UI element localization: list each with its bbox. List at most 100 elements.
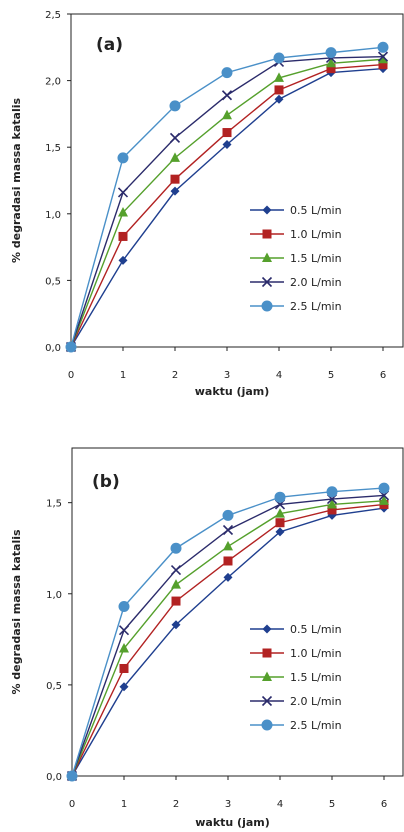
legend-entry: 1.0 L/min bbox=[250, 647, 342, 660]
plot-frame bbox=[71, 447, 404, 777]
series-2-5-l-min bbox=[66, 482, 390, 782]
panel-label: (b) bbox=[92, 472, 120, 492]
x-tick-label: 2 bbox=[173, 799, 179, 810]
legend-label: 1.5 L/min bbox=[290, 671, 342, 684]
data-point bbox=[169, 132, 181, 143]
y-tick-label: 0,5 bbox=[46, 681, 62, 692]
legend-marker bbox=[262, 648, 272, 658]
y-axis-label: % degradasi massa katalis bbox=[10, 98, 23, 264]
panel-label: (a) bbox=[96, 35, 123, 55]
legend-marker bbox=[262, 205, 272, 215]
data-point bbox=[170, 174, 180, 184]
legend-marker bbox=[261, 695, 273, 707]
data-point bbox=[275, 527, 285, 537]
data-point bbox=[221, 90, 233, 101]
legend-entry: 1.5 L/min bbox=[250, 671, 342, 684]
data-point bbox=[327, 505, 337, 515]
legend-entry: 2.5 L/min bbox=[250, 719, 342, 732]
data-point bbox=[378, 53, 388, 64]
x-axis-label: waktu (jam) bbox=[195, 385, 270, 398]
series-2-0-l-min bbox=[66, 490, 390, 782]
data-point bbox=[170, 152, 180, 162]
data-point bbox=[379, 495, 389, 505]
data-point bbox=[325, 47, 337, 59]
data-point bbox=[378, 60, 388, 70]
data-point bbox=[326, 57, 336, 68]
data-point bbox=[118, 255, 128, 265]
y-tick-label: 2,0 bbox=[45, 77, 61, 88]
data-point bbox=[118, 601, 130, 613]
data-point bbox=[273, 52, 285, 64]
legend-marker bbox=[261, 276, 273, 288]
x-tick-label: 2 bbox=[172, 370, 178, 381]
legend-label: 2.5 L/min bbox=[290, 719, 342, 732]
x-tick-label: 0 bbox=[68, 370, 74, 381]
data-point bbox=[170, 186, 180, 196]
legend-marker bbox=[262, 671, 272, 681]
data-point bbox=[223, 540, 233, 551]
data-point bbox=[327, 498, 337, 509]
data-point bbox=[65, 341, 77, 353]
data-point bbox=[221, 67, 233, 79]
data-point bbox=[171, 579, 181, 589]
data-point bbox=[275, 518, 285, 528]
data-point bbox=[274, 491, 286, 503]
legend-marker-stroke-b bbox=[261, 276, 273, 288]
plot-frame bbox=[70, 13, 404, 348]
data-point bbox=[118, 206, 128, 217]
data-point bbox=[119, 642, 129, 653]
data-point bbox=[223, 556, 233, 566]
y-tick-label: 0,5 bbox=[45, 276, 61, 287]
legend-marker bbox=[262, 229, 272, 239]
legend-entry: 1.0 L/min bbox=[250, 228, 342, 241]
data-point bbox=[117, 187, 129, 198]
y-axis-label: % degradasi massa katalis bbox=[10, 529, 23, 695]
data-point bbox=[222, 524, 234, 536]
data-point bbox=[171, 620, 181, 630]
chart-panel-a: 0 1 2 3 4 5 6 0,0 0,5 1,0 1,5 2,0 2,5 waktu (jam) % de… bbox=[10, 10, 404, 398]
legend-marker bbox=[262, 252, 272, 262]
legend-label: 1.5 L/min bbox=[290, 252, 342, 265]
data-point bbox=[170, 565, 182, 576]
data-point-stroke-b bbox=[377, 51, 389, 62]
data-point-stroke-b bbox=[169, 132, 181, 143]
x-tick-label: 5 bbox=[328, 370, 334, 381]
data-point bbox=[222, 128, 232, 138]
x-tick-label: 4 bbox=[277, 799, 283, 810]
legend-label: 1.0 L/min bbox=[290, 647, 342, 660]
series-1-5-l-min bbox=[67, 495, 389, 780]
legend-label: 0.5 L/min bbox=[290, 204, 342, 217]
x-tick-label: 1 bbox=[121, 799, 127, 810]
legend-entry: 0.5 L/min bbox=[250, 204, 342, 217]
x-tick-label: 4 bbox=[276, 370, 282, 381]
data-point-stroke-b bbox=[222, 524, 234, 536]
data-point bbox=[119, 663, 129, 673]
data-point bbox=[274, 85, 284, 95]
x-tick-label: 6 bbox=[381, 799, 387, 810]
legend-label: 0.5 L/min bbox=[290, 623, 342, 636]
x-tick-label: 3 bbox=[224, 370, 230, 381]
y-tick-label: 1,5 bbox=[45, 143, 61, 154]
x-tick-label: 3 bbox=[225, 799, 231, 810]
y-tick-label: 2,5 bbox=[45, 10, 61, 21]
chart-panel-b: 0 1 2 3 4 5 6 0,0 0,5 1,0 1,5 waktu (jam) % degradas… bbox=[10, 447, 404, 829]
legend-label: 2.0 L/min bbox=[290, 276, 342, 289]
data-point bbox=[223, 572, 233, 582]
legend: 0.5 L/min 1.0 L/min 1.5 L/min 2.0 L/min 2.5 … bbox=[250, 204, 342, 313]
data-point bbox=[222, 140, 232, 150]
y-tick-label: 0,0 bbox=[45, 343, 61, 354]
x-tick-label: 5 bbox=[329, 799, 335, 810]
legend-label: 1.0 L/min bbox=[290, 228, 342, 241]
data-point bbox=[117, 152, 129, 164]
data-point bbox=[275, 508, 285, 518]
legend-entry: 2.5 L/min bbox=[250, 300, 342, 313]
data-point bbox=[274, 72, 284, 82]
data-point bbox=[377, 41, 389, 53]
legend-label: 2.5 L/min bbox=[290, 300, 342, 313]
legend: 0.5 L/min 1.0 L/min 1.5 L/min 2.0 L/min 2.5 … bbox=[250, 623, 342, 732]
y-tick-label: 1,5 bbox=[46, 499, 62, 510]
data-point bbox=[326, 486, 338, 498]
legend-entry: 2.0 L/min bbox=[250, 276, 342, 289]
data-point bbox=[274, 94, 284, 104]
data-point bbox=[171, 596, 181, 606]
